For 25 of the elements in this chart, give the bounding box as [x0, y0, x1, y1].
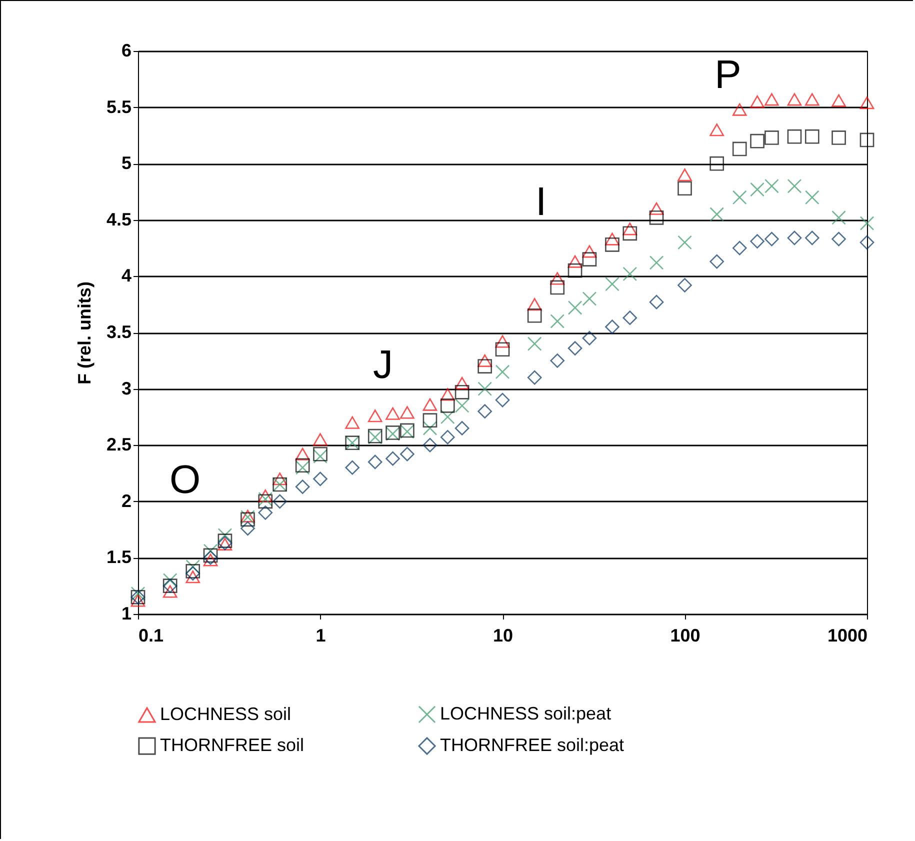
annotation: J: [373, 343, 393, 387]
y-tick-label: 2.5: [106, 434, 132, 455]
annotation: O: [169, 458, 201, 502]
y-tick-label: 1: [121, 604, 132, 624]
legend-label: THORNFREE soil:peat: [440, 735, 624, 755]
y-tick-label: 5: [121, 153, 132, 174]
x-tick-label: 1: [316, 626, 326, 646]
y-tick-label: 4.5: [106, 209, 132, 230]
y-tick-label: 3.5: [106, 322, 132, 342]
annotation: I: [535, 180, 547, 224]
annotation: P: [714, 53, 742, 97]
legend-label: LOCHNESS soil:peat: [440, 703, 612, 724]
x-tick-label: 100: [670, 626, 700, 646]
y-tick-label: 3: [121, 378, 132, 398]
y-axis-title: F (rel. units): [74, 281, 94, 384]
y-tick-label: 5.5: [106, 96, 132, 117]
x-tick-label: 0.1: [138, 626, 164, 646]
y-tick-label: 1.5: [106, 547, 132, 568]
y-tick-label: 4: [121, 266, 132, 286]
x-tick-label: 1000: [827, 626, 868, 646]
y-tick-label: 2: [121, 490, 132, 511]
legend-label: LOCHNESS soil: [160, 704, 292, 724]
x-tick-label: 10: [492, 626, 514, 646]
legend-label: THORNFREE soil: [160, 735, 304, 755]
y-tick-label: 6: [121, 40, 132, 60]
